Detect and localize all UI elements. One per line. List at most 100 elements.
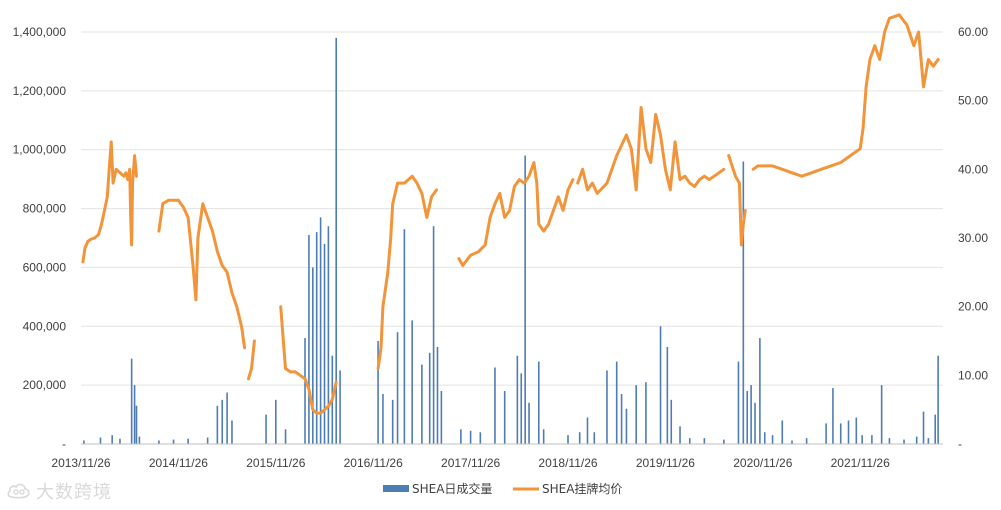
volume-bar — [339, 370, 341, 444]
volume-bar — [99, 437, 102, 444]
right-tick-label: 30.00 — [958, 231, 988, 245]
volume-bar — [83, 440, 85, 444]
volume-bar — [226, 392, 228, 444]
volume-bar — [335, 37, 337, 445]
volume-bar — [428, 352, 431, 444]
price-line-segment — [81, 140, 138, 264]
volume-bar — [567, 435, 569, 444]
volume-bar — [138, 436, 141, 444]
volume-bar — [265, 414, 267, 444]
volume-bar — [158, 440, 160, 444]
left-tick-label: 200,000 — [23, 378, 67, 392]
left-tick-label: 1,000,000 — [13, 143, 67, 157]
volume-bar — [855, 417, 858, 444]
volume-bar — [771, 435, 774, 444]
legend-label-price: SHEA挂牌均价 — [542, 482, 622, 496]
volume-bar — [460, 429, 462, 444]
volume-bar — [187, 438, 189, 444]
volume-bar — [304, 338, 306, 444]
volume-bar — [327, 226, 330, 444]
volume-bar — [615, 361, 618, 444]
right-tick-label: 40.00 — [958, 162, 988, 176]
volume-bar — [524, 155, 526, 444]
x-tick-label: 2019/11/26 — [636, 456, 695, 470]
volume-bar — [391, 399, 394, 444]
volume-bar — [659, 326, 662, 444]
volume-bar — [537, 361, 540, 444]
volume-bar — [578, 432, 581, 444]
volume-bar — [593, 432, 596, 444]
volume-bar — [542, 429, 545, 444]
volume-bar — [133, 385, 136, 444]
volume-bar — [888, 438, 891, 444]
volume-bar — [312, 267, 314, 444]
left-tick-label: 1,400,000 — [13, 25, 67, 39]
volume-bar — [528, 402, 530, 444]
volume-bar — [832, 388, 834, 444]
left-tick-label: 800,000 — [23, 202, 67, 216]
price-line-segment — [457, 161, 575, 267]
volume-bar — [805, 438, 808, 444]
right-tick-label: 50.00 — [958, 94, 988, 108]
volume-bar — [494, 367, 496, 444]
volume-bar — [436, 346, 439, 444]
volume-bar — [411, 320, 413, 444]
volume-bar — [606, 370, 608, 444]
volume-bar — [440, 391, 443, 444]
volume-bar — [781, 420, 784, 444]
volume-bar — [516, 355, 519, 444]
watermark: 大数跨境 — [6, 478, 112, 504]
legend-label-volume: SHEA日成交量 — [412, 481, 492, 496]
legend-marker-volume — [383, 485, 409, 492]
x-tick-label: 2015/11/26 — [246, 456, 305, 470]
volume-bar — [666, 346, 669, 444]
price-line-segment — [376, 174, 438, 370]
volume-bar — [688, 438, 691, 444]
x-tick-label: 2013/11/26 — [51, 456, 110, 470]
volume-bar — [111, 435, 113, 444]
volume-bar — [275, 399, 277, 444]
volume-bar — [903, 439, 905, 444]
volume-bar — [479, 432, 482, 444]
volume-bar — [625, 408, 628, 444]
volume-bar — [520, 373, 523, 444]
volume-bar — [934, 414, 937, 444]
price-line-segment — [727, 154, 747, 247]
volume-bar — [742, 161, 745, 444]
volume-bar — [586, 417, 589, 444]
x-tick-label: 2018/11/26 — [538, 456, 597, 470]
volume-bar — [746, 391, 749, 444]
right-tick-label: - — [958, 437, 962, 451]
volume-bar — [319, 217, 322, 444]
volume-bar — [871, 435, 873, 444]
volume-bar — [737, 361, 740, 444]
volume-bar — [377, 341, 379, 444]
price-line-segment — [279, 305, 338, 415]
cloud-logo-icon — [7, 483, 30, 499]
volume-bar — [825, 423, 827, 444]
volume-bar — [679, 426, 681, 444]
volume-bar — [915, 436, 918, 444]
right-tick-label: 10.00 — [958, 368, 988, 382]
right-tick-label: 20.00 — [958, 300, 988, 314]
volume-bar — [754, 402, 756, 444]
x-tick-label: 2017/11/26 — [441, 456, 500, 470]
legend: SHEA日成交量 SHEA挂牌均价 — [383, 481, 622, 496]
volume-bar — [847, 420, 850, 444]
price-line — [81, 13, 940, 415]
volume-bar — [421, 364, 423, 444]
price-line-segment — [576, 106, 726, 195]
volume-bar — [284, 429, 287, 444]
volume-bar — [922, 411, 925, 444]
left-tick-label: 400,000 — [23, 319, 67, 333]
left-tick-label: 1,200,000 — [13, 84, 67, 98]
volume-bars — [83, 37, 939, 445]
volume-bar — [323, 243, 326, 444]
volume-bar — [791, 440, 793, 444]
left-axis-ticks: - 200,000 400,000 600,000 800,000 1,000,000 1,… — [13, 25, 67, 451]
volume-bar — [206, 437, 209, 444]
volume-bar — [221, 399, 224, 444]
volume-bar — [861, 435, 863, 444]
volume-bar — [503, 391, 506, 444]
